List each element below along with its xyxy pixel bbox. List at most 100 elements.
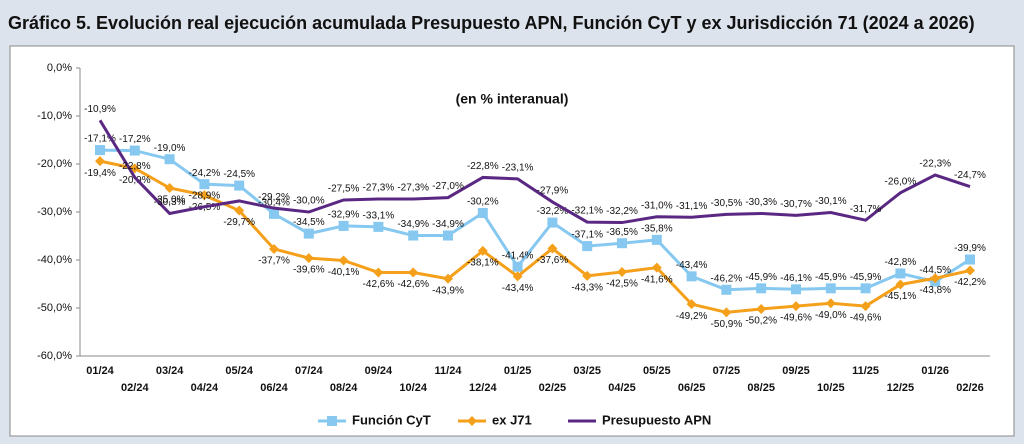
y-tick-label: -30,0% <box>37 206 72 218</box>
data-label: -49,0% <box>815 310 847 321</box>
data-label: -42,5% <box>606 279 638 290</box>
marker <box>234 180 245 191</box>
marker <box>721 307 732 318</box>
y-tick-label: 0,0% <box>47 62 72 74</box>
data-label: -24,7% <box>954 170 986 181</box>
marker <box>547 217 558 228</box>
marker <box>443 230 453 241</box>
marker <box>895 268 906 279</box>
line <box>98 119 971 225</box>
data-label: -45,9% <box>745 272 777 283</box>
marker <box>234 205 245 216</box>
marker <box>756 303 767 314</box>
data-label: -30,5% <box>711 198 743 209</box>
marker <box>791 301 801 312</box>
data-label: -37,1% <box>571 230 603 241</box>
data-label: -43,4% <box>502 283 534 294</box>
data-label: -23,1% <box>502 163 534 174</box>
legend-label: Presupuesto APN <box>602 412 711 427</box>
marker <box>512 271 523 282</box>
data-label: -46,2% <box>711 273 743 284</box>
x-tick-label: 02/26 <box>956 382 984 394</box>
data-label: -31,0% <box>641 200 673 211</box>
marker <box>477 245 488 256</box>
data-label: -42,2% <box>954 277 986 288</box>
x-tick-label: 12/25 <box>887 382 915 394</box>
marker <box>617 238 627 249</box>
data-label: -37,7% <box>258 256 290 267</box>
x-tick-label: 09/24 <box>365 365 393 377</box>
marker <box>547 243 558 254</box>
data-label: -28,9% <box>189 190 221 201</box>
y-tick-label: -60,0% <box>37 350 72 362</box>
data-label: -32,2% <box>537 206 569 217</box>
marker <box>338 220 349 231</box>
marker <box>477 207 488 218</box>
x-tick-label: 10/24 <box>399 382 427 394</box>
marker <box>303 253 314 264</box>
data-label: -29,7% <box>223 217 255 228</box>
marker <box>373 267 384 278</box>
marker <box>199 179 210 190</box>
data-label: -32,2% <box>606 206 638 217</box>
marker <box>95 156 105 167</box>
marker <box>95 145 105 156</box>
data-label: -44,5% <box>919 265 951 276</box>
x-tick-label: 03/25 <box>573 365 601 377</box>
x-tick-label: 07/25 <box>713 365 741 377</box>
x-tick-label: 08/25 <box>747 382 775 394</box>
data-label: -30,4% <box>258 198 290 209</box>
y-tick-label: -40,0% <box>37 254 72 266</box>
data-label: -27,9% <box>537 186 569 197</box>
data-label: -27,5% <box>328 184 360 195</box>
data-label: -19,4% <box>84 168 116 179</box>
data-label: -45,9% <box>815 272 847 283</box>
x-tick-label: 11/25 <box>852 365 879 377</box>
x-tick-label: 12/24 <box>469 382 497 394</box>
x-tick-label: 06/25 <box>678 382 706 394</box>
marker <box>895 279 906 290</box>
data-label: -27,3% <box>363 183 395 194</box>
y-tick-label: -20,0% <box>37 158 72 170</box>
x-tick-label: 07/24 <box>295 365 323 377</box>
data-label: -36,5% <box>606 227 638 238</box>
data-label: -20,9% <box>119 175 151 186</box>
legend-marker <box>327 416 337 426</box>
marker <box>617 267 627 277</box>
data-label: -26,0% <box>885 176 917 187</box>
data-label: -41,6% <box>641 274 673 285</box>
data-label: -24,2% <box>189 168 221 179</box>
data-label: -25,0% <box>154 195 186 206</box>
data-label: -27,0% <box>432 181 464 192</box>
data-label: -30,0% <box>293 196 325 207</box>
marker <box>338 255 349 266</box>
marker <box>686 299 697 310</box>
data-label: -33,1% <box>363 211 395 222</box>
data-label: -35,8% <box>641 223 673 234</box>
data-label: -32,1% <box>571 206 603 217</box>
plot-frame <box>9 45 1015 437</box>
data-label: -22,8% <box>119 161 151 172</box>
data-label: -38,1% <box>467 258 499 269</box>
data-label: -41,4% <box>502 250 534 261</box>
marker <box>930 273 941 284</box>
data-label: -34,9% <box>432 219 464 230</box>
marker <box>860 301 871 312</box>
y-tick-label: -50,0% <box>37 302 72 314</box>
x-tick-label: 01/24 <box>86 365 114 377</box>
marker <box>825 283 836 294</box>
data-label: -39,6% <box>293 265 325 276</box>
data-label: -40,1% <box>328 267 360 278</box>
legend-marker <box>467 416 477 426</box>
chart-title: Gráfico 5. Evolución real ejecución acum… <box>8 13 975 33</box>
marker <box>443 273 453 284</box>
x-tick-label: 05/24 <box>225 365 253 377</box>
marker <box>408 267 419 278</box>
x-tick-label: 01/25 <box>504 365 532 377</box>
marker <box>512 261 523 272</box>
marker <box>756 283 767 294</box>
x-tick-label: 09/25 <box>782 365 810 377</box>
marker <box>965 265 975 276</box>
data-label: -34,9% <box>397 219 429 230</box>
data-label: -37,6% <box>537 255 569 266</box>
